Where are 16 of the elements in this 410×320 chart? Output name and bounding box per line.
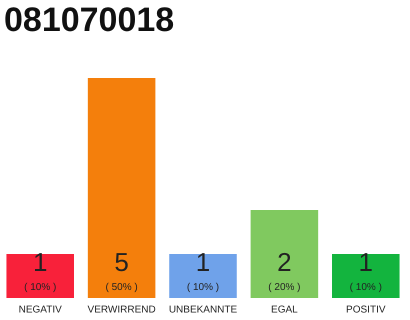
annotation: ( 10% ) [24, 282, 56, 293]
x-tick-label: POSITIV [346, 304, 386, 316]
x-tick-label: VERWIRREND [88, 304, 156, 316]
annotation: ( 10% ) [350, 282, 382, 293]
data-label: 1 [358, 247, 374, 277]
data-label: 1 [196, 247, 210, 277]
annotation: ( 20% ) [268, 282, 301, 293]
data-label: 2 [277, 247, 292, 277]
data-label: 5 [114, 247, 129, 277]
x-tick-label: UNBEKANNTE [168, 304, 238, 316]
annotation: ( 50% ) [105, 282, 138, 293]
chart-title: 081070018 [4, 1, 174, 39]
annotation: ( 10% ) [186, 282, 220, 293]
x-tick-label: NEGATIV [18, 304, 62, 316]
x-tick-label: EGAL [271, 304, 298, 316]
data-label: 1 [32, 247, 48, 277]
